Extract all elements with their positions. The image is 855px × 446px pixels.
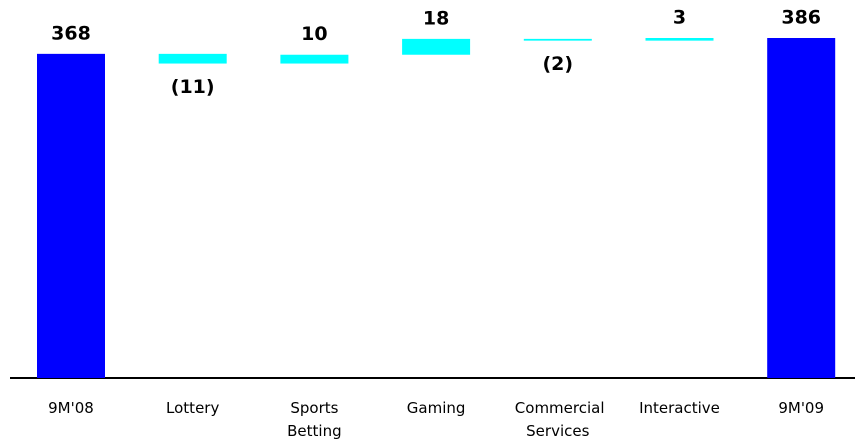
- bar: [158, 53, 227, 64]
- x-tick-label: 9M'08: [48, 399, 94, 417]
- bar: [767, 38, 836, 378]
- value-label: 10: [301, 23, 327, 45]
- value-label: 3: [673, 7, 686, 29]
- bar: [402, 38, 471, 55]
- value-label: (2): [543, 53, 574, 75]
- x-tick-label: Sports Betting: [287, 399, 342, 440]
- bar: [645, 38, 714, 41]
- value-label: 386: [781, 7, 821, 29]
- x-tick-label: Interactive: [639, 399, 720, 417]
- x-tick-label: Commercial Services: [514, 399, 605, 440]
- value-label: (11): [171, 76, 215, 98]
- x-tick-label: Gaming: [406, 399, 466, 417]
- x-tick-label: 9M'09: [778, 399, 825, 417]
- x-tick-label: Lottery: [166, 399, 220, 417]
- value-label: 18: [423, 7, 449, 29]
- value-label: 368: [51, 22, 91, 44]
- bar: [523, 38, 592, 41]
- bar: [280, 54, 349, 64]
- bar: [37, 53, 105, 379]
